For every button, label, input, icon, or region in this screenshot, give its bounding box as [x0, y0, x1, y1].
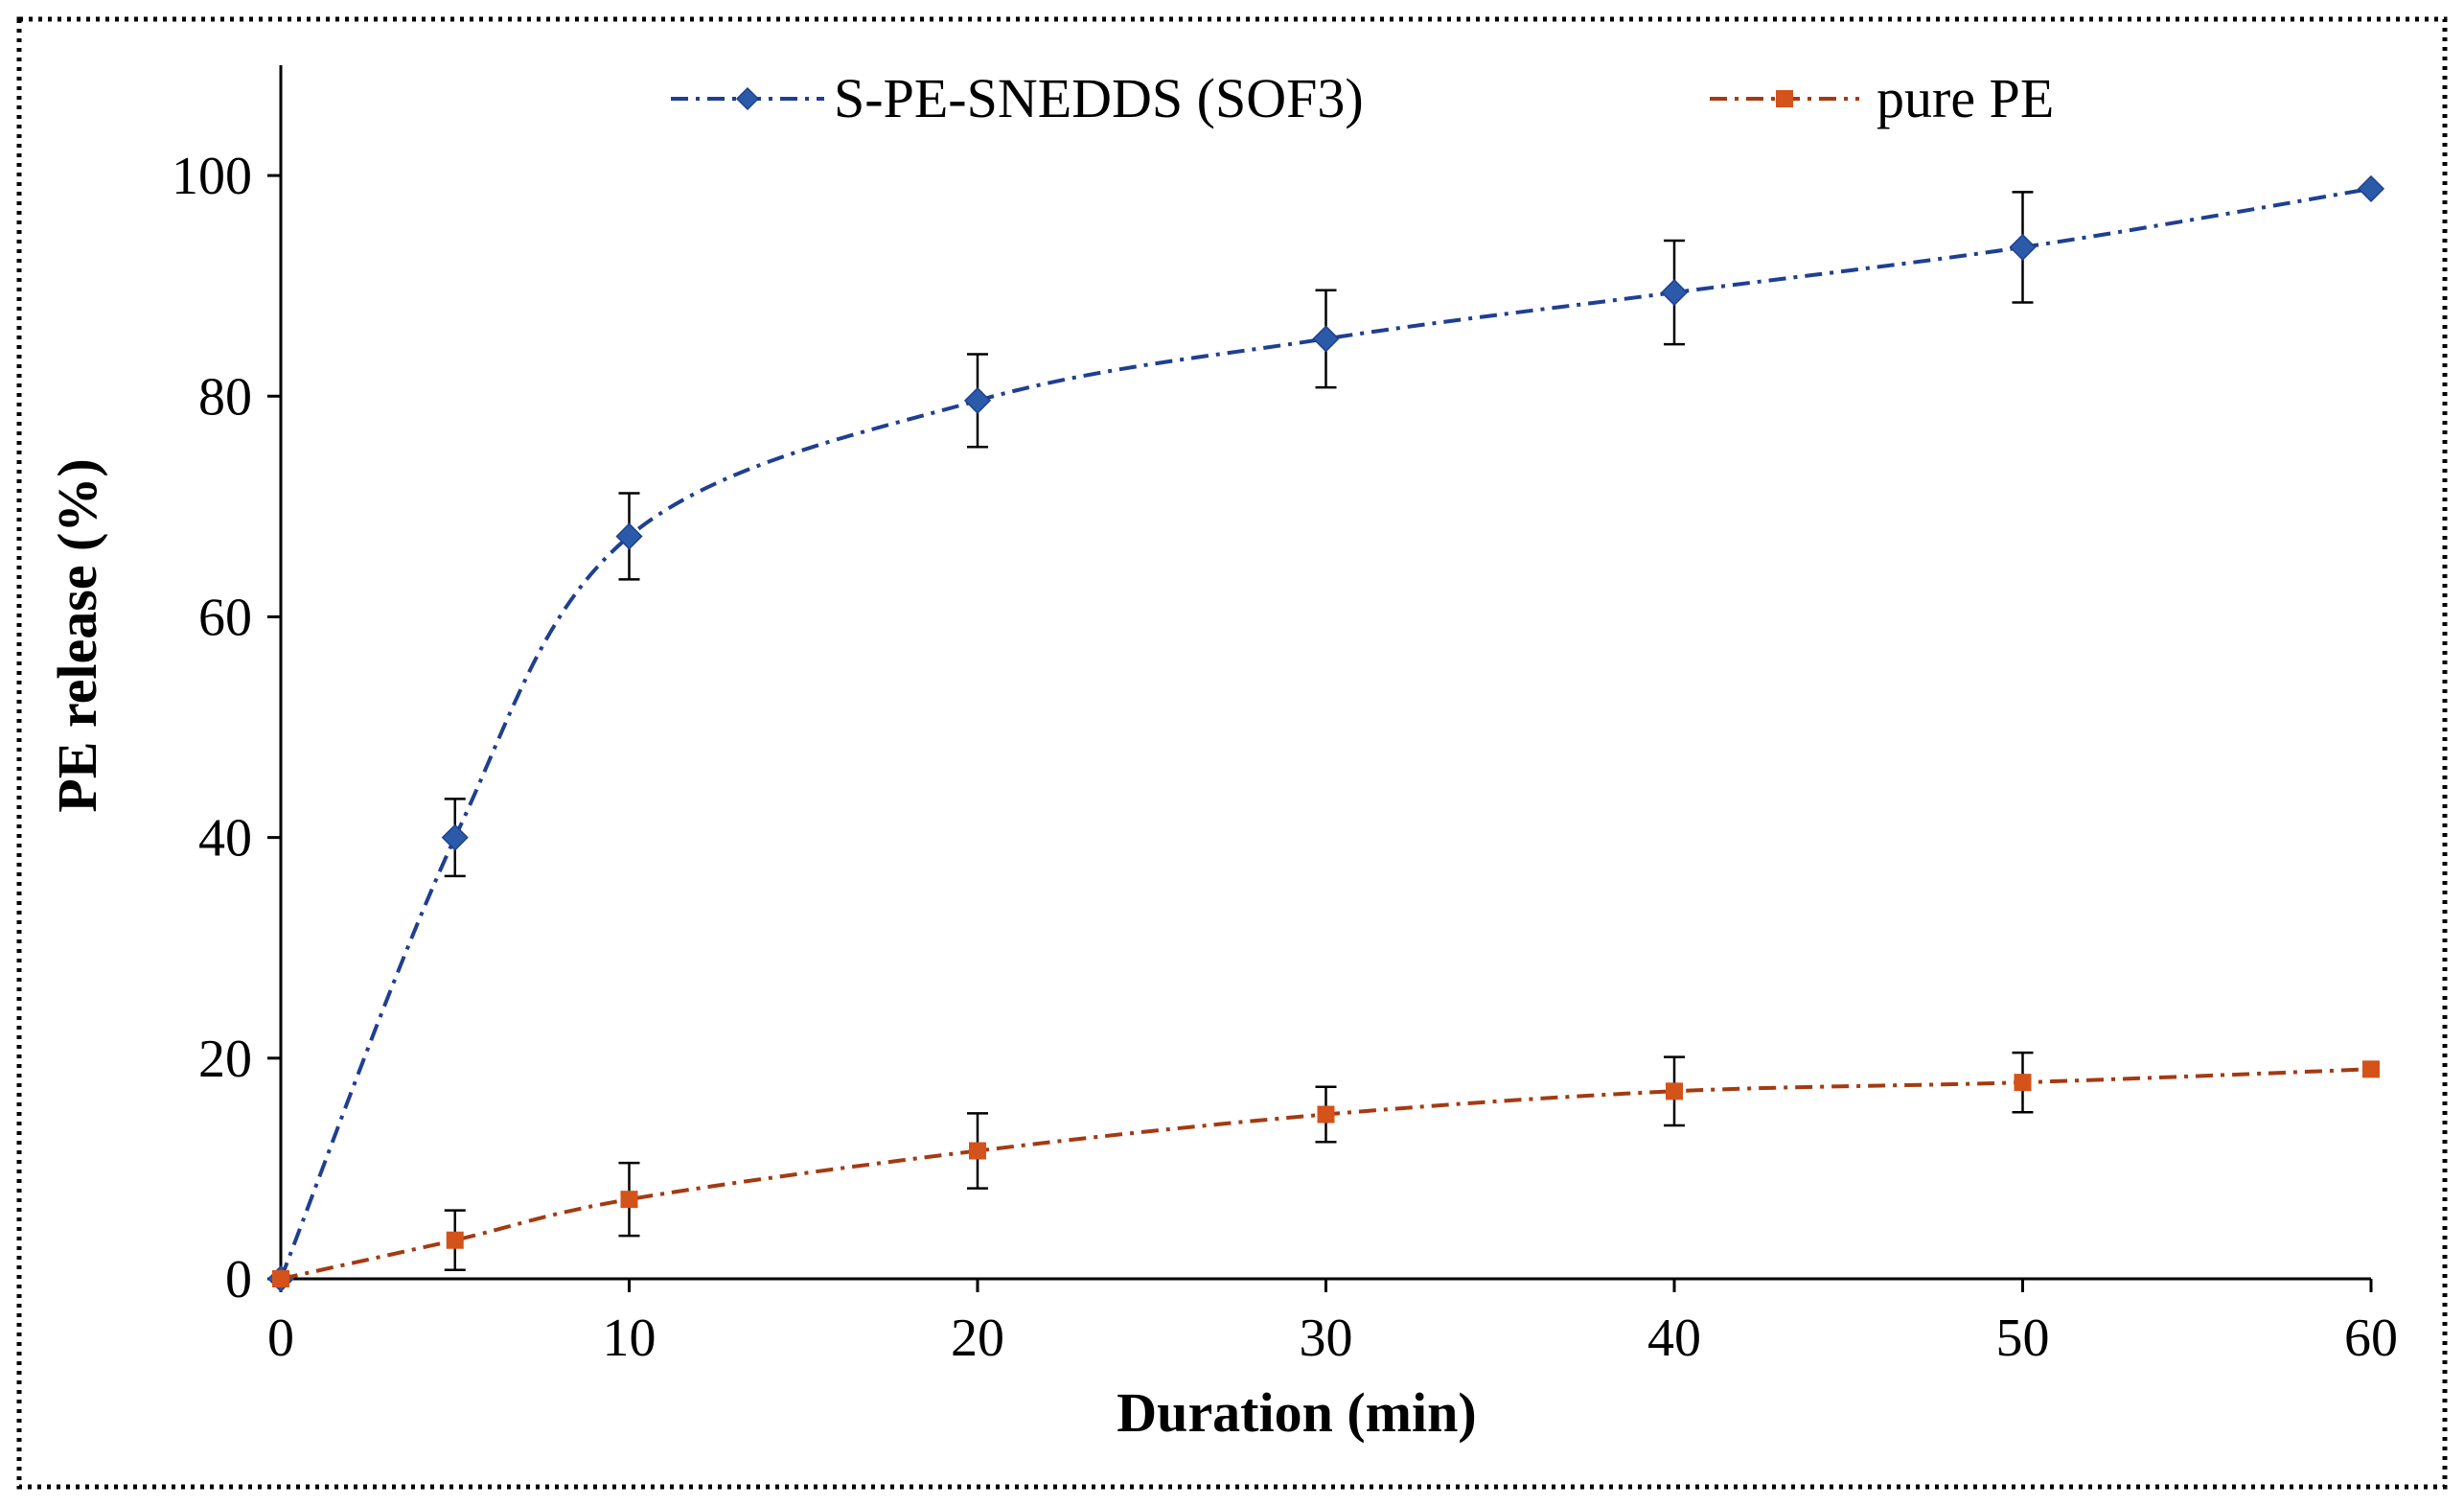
x-tick-label: 0 — [267, 1309, 294, 1368]
data-point — [2357, 174, 2385, 202]
x-tick-label: 10 — [603, 1309, 656, 1368]
figure-border — [16, 16, 2448, 1490]
data-point — [2014, 1074, 2032, 1092]
y-tick-label: 0 — [225, 1250, 252, 1309]
y-tick-label: 60 — [198, 588, 252, 647]
y-tick-label: 20 — [198, 1030, 252, 1089]
data-point — [620, 1191, 638, 1209]
x-axis-title: Duration (min) — [1117, 1381, 1476, 1444]
data-point — [272, 1270, 289, 1287]
data-point — [615, 522, 643, 550]
x-tick-label: 30 — [1300, 1309, 1353, 1368]
y-axis-title: PE release (%) — [46, 458, 108, 812]
x-tick-label: 60 — [2344, 1309, 2398, 1368]
data-point — [1666, 1082, 1683, 1101]
data-point — [963, 386, 992, 414]
legend-label-pure-pe: pure PE — [1877, 67, 2054, 129]
data-point — [1312, 325, 1340, 353]
data-point — [1317, 1105, 1335, 1124]
data-point — [441, 823, 469, 851]
x-tick-label: 40 — [1647, 1309, 1701, 1368]
series-layer — [266, 174, 2385, 1293]
legend-label-snedds: S-PE-SNEDDS (SOF3) — [834, 67, 1364, 129]
data-point — [446, 1231, 464, 1249]
series-snedds — [266, 174, 2385, 1293]
data-point — [2009, 233, 2037, 261]
y-tick-label: 80 — [198, 367, 252, 427]
y-tick-label: 100 — [172, 147, 252, 206]
legend: S-PE-SNEDDS (SOF3) pure PE — [671, 67, 2054, 129]
y-axis-ticks: 0 20 40 60 80 100 — [172, 147, 281, 1309]
legend-marker-pure-pe — [1776, 90, 1793, 107]
x-tick-label: 20 — [951, 1309, 1004, 1368]
data-point — [2362, 1060, 2380, 1078]
x-tick-label: 50 — [1996, 1309, 2050, 1368]
data-point — [1660, 279, 1689, 307]
series-line — [280, 1067, 2372, 1281]
x-axis-ticks: 0 10 20 30 40 50 60 — [267, 1279, 2398, 1368]
y-tick-label: 40 — [198, 809, 252, 869]
legend-marker-snedds — [735, 86, 760, 111]
series-pure-pe — [272, 1051, 2380, 1287]
data-point — [969, 1142, 986, 1160]
